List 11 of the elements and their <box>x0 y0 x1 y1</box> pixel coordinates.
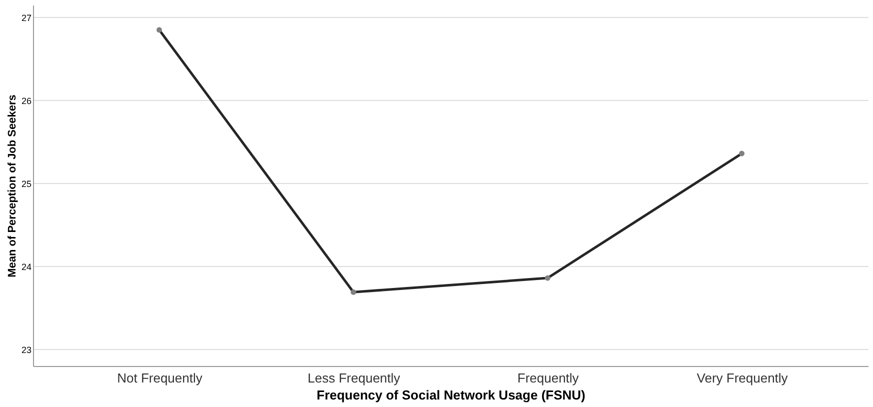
x-axis-title: Frequency of Social Network Usage (FSNU) <box>316 388 586 402</box>
y-tick-label: 27 <box>21 12 32 23</box>
x-tick-label: Not Frequently <box>117 370 203 386</box>
y-tick-label: 24 <box>21 262 32 272</box>
y-tick-label: 26 <box>21 96 32 106</box>
y-axis-title: Mean of Perception of Job Seekers <box>6 94 18 278</box>
x-tick-label: Very Frequently <box>696 370 788 386</box>
y-tick-label: 25 <box>21 178 32 189</box>
x-tick-label: Less Frequently <box>308 370 401 386</box>
x-tick-label: Frequently <box>517 370 580 386</box>
y-tick-label: 23 <box>21 344 32 355</box>
